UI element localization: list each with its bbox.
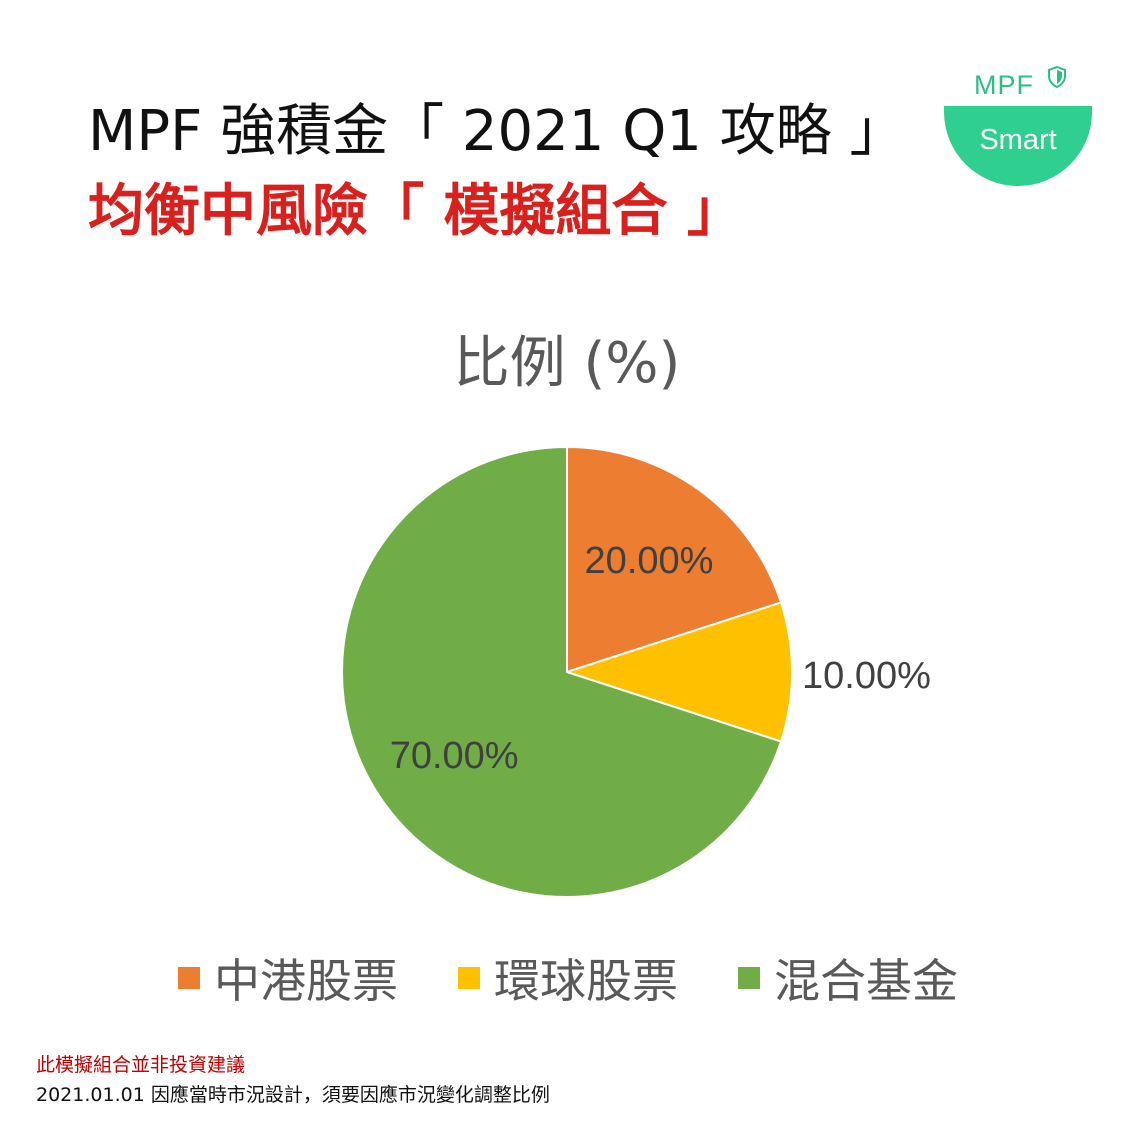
page-title: MPF 強積金「 2021 Q1 攻略 」 [88, 99, 906, 164]
logo-badge-text: Smart [979, 124, 1057, 156]
legend-label: 中港股票 [214, 954, 398, 1008]
shield-icon [1048, 66, 1066, 88]
chart-title: 比例 (%) [453, 331, 681, 396]
legend-label: 環球股票 [494, 954, 678, 1008]
legend-swatch [458, 967, 480, 989]
legend-item-3: 混合基金 [738, 948, 958, 1008]
logo-text: MPF [974, 70, 1034, 100]
legend-item-2: 環球股票 [458, 948, 678, 1008]
pie-slice-2 [563, 601, 793, 743]
legend-swatch [178, 967, 200, 989]
data-label-3: 70.00% [390, 735, 519, 777]
legend-label: 混合基金 [774, 954, 958, 1008]
data-label-2: 10.00% [802, 655, 931, 697]
pie-slice-3 [341, 445, 783, 898]
disclaimer-note: 此模擬組合並非投資建議 [36, 1054, 246, 1076]
chart-legend: 中港股票 環球股票 混合基金 [0, 948, 1134, 1008]
date-note: 2021.01.01 因應當時市況設計，須要因應市況變化調整比例 [36, 1084, 550, 1106]
legend-item-1: 中港股票 [178, 948, 398, 1008]
legend-swatch [738, 967, 760, 989]
mpf-smart-logo: MPF Smart [944, 62, 1094, 192]
page-subtitle: 均衡中風險「 模擬組合 」 [88, 179, 743, 244]
pie-slice-1 [566, 445, 783, 674]
data-label-1: 20.00% [585, 540, 714, 582]
